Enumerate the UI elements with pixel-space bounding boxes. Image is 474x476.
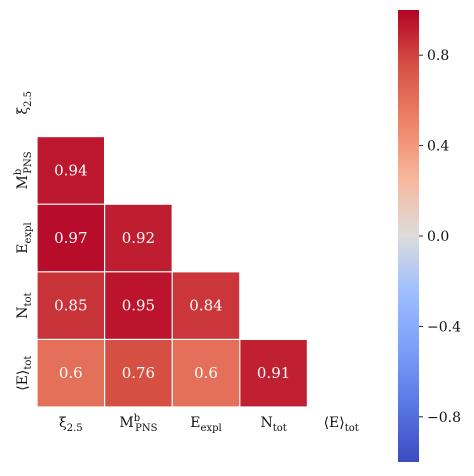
y-tick-label: Eexpl bbox=[15, 222, 34, 253]
y-tick-label-group: ξ2.5 bbox=[15, 91, 34, 115]
colorbar-tick-label: 0.0 bbox=[427, 229, 449, 245]
cell-value-label: 0.76 bbox=[122, 364, 155, 382]
cell-value-label: 0.6 bbox=[194, 364, 218, 382]
y-tick-label: ⟨E⟩tot bbox=[15, 356, 34, 391]
cell-value-label: 0.6 bbox=[59, 364, 83, 382]
cell-value-label: 0.85 bbox=[54, 297, 87, 315]
heatmap-cell-r3-c1 bbox=[105, 272, 172, 339]
colorbar-tick-label: 0.8 bbox=[427, 48, 449, 64]
heatmap-cell-r3-c0 bbox=[37, 272, 104, 339]
x-tick-label: ξ2.5 bbox=[59, 415, 83, 434]
x-tick-label: Mb PNS bbox=[119, 413, 157, 434]
heatmap-cell-r1-c0 bbox=[37, 137, 104, 204]
y-tick-label: ξ2.5 bbox=[15, 91, 34, 115]
y-tick-label-group: Ntot bbox=[15, 292, 34, 318]
cell-value-label: 0.84 bbox=[189, 297, 222, 315]
cell-value-label: 0.95 bbox=[122, 297, 155, 315]
y-tick-label: Ntot bbox=[15, 292, 34, 318]
y-tick-labels: ξ2.5 MbPNS Eexpl Ntot ⟨E⟩tot bbox=[13, 91, 34, 391]
x-tick-label: Eexpl bbox=[190, 415, 221, 434]
x-tick-label: Ntot bbox=[260, 415, 286, 434]
cell-value-label: 0.94 bbox=[54, 161, 87, 179]
heatmap-cell-r4-c2 bbox=[172, 340, 240, 407]
heatmap-cell-r2-c1 bbox=[105, 204, 172, 272]
cell-value-label: 0.92 bbox=[122, 229, 155, 247]
heatmap-cells: 0.94 0.97 0.92 0.85 0.95 0.84 0.6 0.76 0.6 0.91 bbox=[37, 137, 307, 407]
cell-value-label: 0.97 bbox=[54, 229, 87, 247]
heatmap-cell-r4-c1 bbox=[105, 340, 172, 407]
colorbar-tick-label: −0.8 bbox=[427, 410, 461, 426]
y-tick-label-group: ⟨E⟩tot bbox=[15, 356, 34, 391]
heatmap-cell-r3-c2 bbox=[172, 272, 240, 339]
y-tick-label-group: Eexpl bbox=[15, 222, 34, 253]
colorbar-gradient bbox=[398, 10, 419, 462]
heatmap-cell-r4-c3 bbox=[240, 340, 307, 407]
y-tick-label: MbPNS bbox=[13, 151, 34, 189]
heatmap-cell-r2-c0 bbox=[37, 204, 104, 272]
x-tick-label: ⟨E⟩tot bbox=[324, 415, 359, 434]
cell-value-label: 0.91 bbox=[257, 364, 290, 382]
colorbar: 0.8 0.4 0.0 −0.4 −0.8 bbox=[398, 10, 461, 462]
colorbar-tick-label: 0.4 bbox=[427, 139, 449, 155]
colorbar-tick-label: −0.4 bbox=[427, 319, 461, 335]
y-tick-label-group: MbPNS bbox=[13, 151, 34, 189]
x-tick-labels: ξ2.5 Mb PNS Eexpl Ntot ⟨E⟩tot bbox=[59, 413, 359, 434]
heatmap-cell-r4-c0 bbox=[37, 340, 104, 407]
